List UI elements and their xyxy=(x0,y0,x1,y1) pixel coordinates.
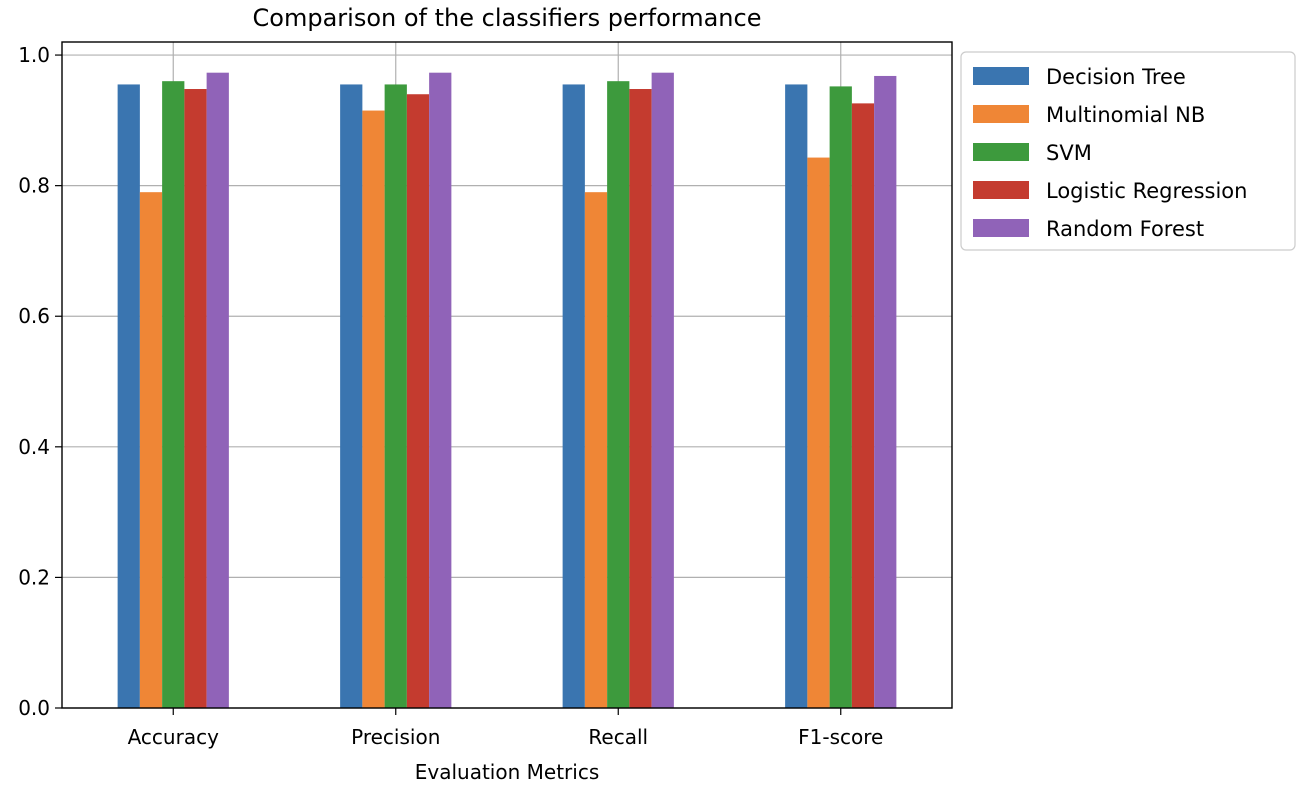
x-axis-ticks: Accuracy Precision Recall F1-score xyxy=(128,708,883,749)
bar-random-forest-accuracy xyxy=(206,72,229,708)
bar-svm-f1-score xyxy=(829,86,852,708)
bar-logistic-regression-precision xyxy=(406,94,430,708)
axes xyxy=(61,41,953,709)
legend-swatch xyxy=(973,105,1029,123)
bar-decision-tree-f1-score xyxy=(785,84,808,709)
y-tick-label: 1.0 xyxy=(18,43,50,67)
bar-multinomial-nb-recall xyxy=(584,192,608,709)
plot-frame xyxy=(61,41,953,709)
y-tick-label: 0.4 xyxy=(18,435,50,459)
bar-multinomial-nb-accuracy xyxy=(139,192,163,709)
bar-logistic-regression-f1-score xyxy=(851,103,875,709)
x-tick-label: F1-score xyxy=(798,725,883,749)
bar-logistic-regression-accuracy xyxy=(184,89,207,708)
x-axis-title: Evaluation Metrics xyxy=(415,760,599,784)
bar-random-forest-recall xyxy=(651,72,674,708)
x-tick-label: Accuracy xyxy=(128,725,219,749)
bar-random-forest-precision xyxy=(429,72,452,708)
legend-swatch xyxy=(973,143,1029,161)
bar-decision-tree-recall xyxy=(562,84,585,709)
legend-box xyxy=(960,51,1296,251)
legend-swatch xyxy=(973,67,1029,85)
legend-label: SVM xyxy=(1046,141,1092,165)
y-tick-label: 0.6 xyxy=(18,304,50,328)
legend-label: Decision Tree xyxy=(1046,65,1186,89)
y-tick-label: 0.2 xyxy=(18,565,50,589)
bars xyxy=(117,72,897,709)
bar-svm-recall xyxy=(607,81,630,709)
y-tick-label: 0.0 xyxy=(18,696,50,720)
bar-svm-accuracy xyxy=(162,81,185,709)
x-tick-label: Precision xyxy=(351,725,440,749)
legend-label: Multinomial NB xyxy=(1046,103,1205,127)
legend-label: Logistic Regression xyxy=(1046,179,1247,203)
bar-random-forest-f1-score xyxy=(874,75,897,708)
bar-logistic-regression-recall xyxy=(629,89,652,708)
legend-label: Random Forest xyxy=(1046,217,1204,241)
legend-swatch xyxy=(973,219,1029,237)
bar-multinomial-nb-f1-score xyxy=(807,157,830,709)
y-axis-ticks: 0.0 0.2 0.4 0.6 0.8 1.0 xyxy=(18,43,62,720)
legend: Decision Tree Multinomial NB SVM Logistic R… xyxy=(960,51,1296,251)
bar-decision-tree-precision xyxy=(340,84,363,709)
bar-multinomial-nb-precision xyxy=(362,110,385,708)
legend-swatch xyxy=(973,181,1029,199)
x-tick-label: Recall xyxy=(588,725,648,749)
chart-title: Comparison of the classifiers performanc… xyxy=(253,4,762,32)
y-tick-label: 0.8 xyxy=(18,174,50,198)
bar-decision-tree-accuracy xyxy=(117,84,140,709)
bar-svm-precision xyxy=(384,84,407,709)
